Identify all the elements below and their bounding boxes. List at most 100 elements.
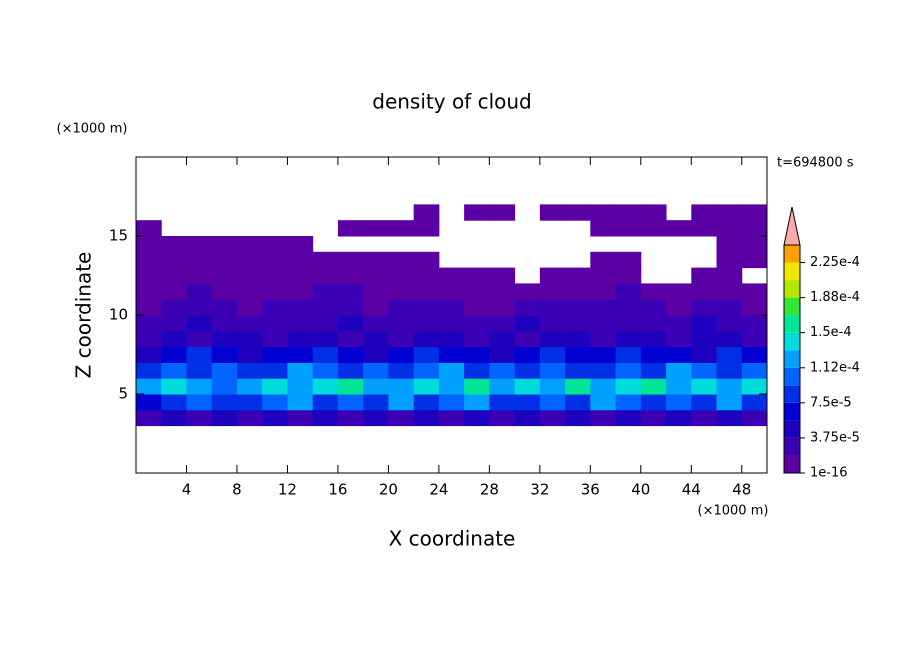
contour-cell (211, 362, 238, 379)
contour-cell (438, 346, 465, 363)
contour-cell (438, 378, 465, 395)
contour-cell (565, 315, 591, 332)
colorbar-band (784, 315, 800, 333)
contour-cell (161, 394, 187, 411)
contour-cell (363, 299, 389, 316)
contour-cell (489, 204, 516, 221)
contour-cell (236, 236, 263, 253)
contour-cell (691, 220, 718, 237)
contour-cell (211, 330, 238, 348)
contour-cell (438, 409, 465, 427)
contour-cell (716, 204, 743, 221)
contour-cell (640, 220, 667, 237)
contour-cell (161, 299, 187, 316)
contour-cell (337, 394, 364, 411)
y-unit: (×1000 m) (57, 122, 128, 137)
contour-cell (136, 330, 162, 348)
contour-cell (716, 362, 743, 379)
contour-cell (236, 409, 263, 427)
contour-cell (741, 283, 768, 300)
x-tick-label: 8 (232, 481, 242, 499)
contour-cell (136, 251, 162, 269)
contour-cell (640, 346, 667, 363)
contour-cell (186, 378, 213, 395)
colorbar-band (784, 420, 800, 438)
time-annotation: t=694800 s (777, 156, 854, 171)
contour-cell (136, 394, 162, 411)
contour-cell (337, 346, 364, 363)
contour-cell (640, 283, 667, 300)
contour-cell (615, 362, 642, 379)
contour-cell (211, 409, 238, 427)
contour-cell (691, 362, 718, 379)
contour-cell (287, 251, 314, 269)
contour-cell (136, 409, 162, 427)
contour-cell (666, 394, 692, 411)
contour-cell (236, 378, 263, 395)
contour-cell (539, 362, 566, 379)
contour-cell (363, 283, 389, 300)
contour-cell (236, 315, 263, 332)
contour-cell (539, 283, 566, 300)
contour-cell (615, 220, 642, 237)
contour-cell (464, 378, 490, 395)
contour-cell (337, 378, 364, 395)
contour-cell (438, 315, 465, 332)
contour-cell (363, 315, 389, 332)
contour-cell (464, 204, 490, 221)
y-tick-label: 10 (109, 306, 128, 324)
contour-cell (716, 236, 743, 253)
contour-cell (438, 267, 465, 284)
contour-cell (590, 299, 617, 316)
x-tick-label: 36 (581, 481, 600, 499)
contour-cell (363, 378, 389, 395)
contour-cell (438, 394, 465, 411)
colorbar-tick-label: 2.25e-4 (810, 255, 860, 270)
contour-cell (161, 267, 187, 284)
contour-cell (211, 283, 238, 300)
contour-cell (590, 394, 617, 411)
x-tick-label: 24 (429, 481, 448, 499)
contour-cell (590, 362, 617, 379)
contour-cell (514, 330, 541, 348)
contour-cell (262, 330, 288, 348)
contour-cell (716, 220, 743, 237)
colorbar-frame (783, 244, 801, 474)
contour-cell (388, 283, 415, 300)
contour-cell (186, 362, 213, 379)
contour-cell (691, 204, 718, 221)
contour-cell (716, 394, 743, 411)
contour-cell (388, 409, 415, 427)
contour-cell (287, 362, 314, 379)
contour-cell (363, 267, 389, 284)
contour-cell (640, 315, 667, 332)
contour-cell (136, 267, 162, 284)
contour-cell (590, 204, 617, 221)
contour-cell (741, 299, 768, 316)
contour-cell (262, 394, 288, 411)
contour-cell (337, 283, 364, 300)
contour-cell (615, 330, 642, 348)
contour-cell (337, 251, 364, 269)
contour-cell (666, 378, 692, 395)
contour-cell (640, 409, 667, 427)
contour-cell (666, 220, 692, 237)
contour-cell (514, 409, 541, 427)
contour-cell (590, 251, 617, 269)
contour-cell (211, 378, 238, 395)
contour-cell (211, 346, 238, 363)
contour-cell (615, 346, 642, 363)
contour-cell (438, 330, 465, 348)
contour-cell (312, 362, 339, 379)
contour-cell (691, 330, 718, 348)
x-unit: (×1000 m) (698, 504, 769, 519)
contour-cell (464, 299, 490, 316)
contour-cell (691, 283, 718, 300)
contour-cell (438, 299, 465, 316)
y-tick-label: 5 (118, 385, 128, 403)
contour-cell (136, 236, 162, 253)
contour-cell (312, 346, 339, 363)
contour-cell (287, 299, 314, 316)
contour-cell (388, 394, 415, 411)
contour-cell (413, 220, 440, 237)
